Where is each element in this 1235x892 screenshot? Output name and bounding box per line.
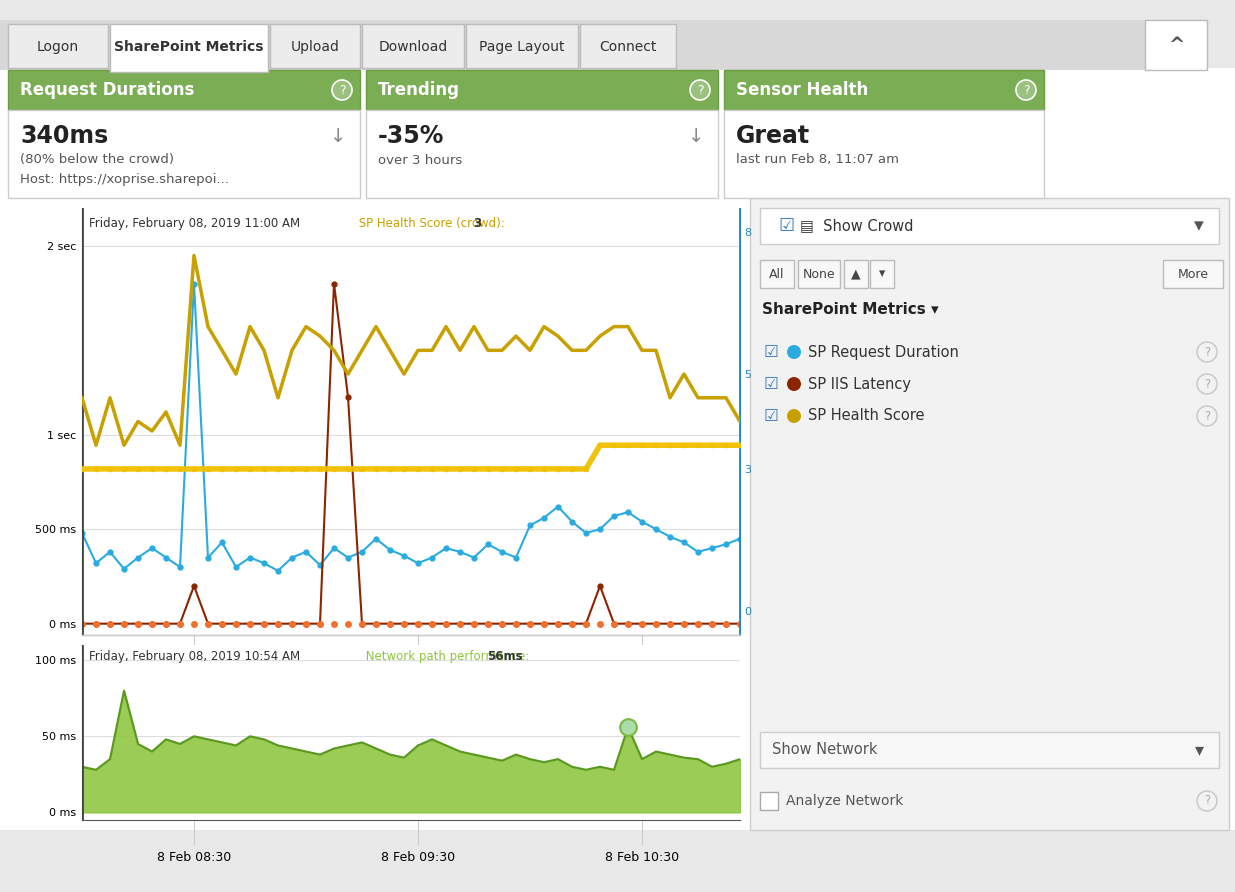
FancyBboxPatch shape xyxy=(760,260,794,288)
Text: SP Health Score (crowd):: SP Health Score (crowd): xyxy=(356,217,509,229)
Text: over 3 hours: over 3 hours xyxy=(378,153,462,167)
Text: ☑: ☑ xyxy=(764,343,779,361)
Text: ↓: ↓ xyxy=(688,127,704,145)
Text: 3: 3 xyxy=(473,217,482,229)
Text: SharePoint Metrics ▾: SharePoint Metrics ▾ xyxy=(762,302,939,318)
Text: ↓: ↓ xyxy=(330,127,346,145)
Text: ?: ? xyxy=(1204,409,1210,423)
FancyBboxPatch shape xyxy=(362,24,464,68)
Text: -35%: -35% xyxy=(378,124,445,148)
Text: Download: Download xyxy=(378,40,447,54)
FancyBboxPatch shape xyxy=(0,68,1235,830)
Text: SP Health Score: SP Health Score xyxy=(808,409,925,424)
FancyBboxPatch shape xyxy=(466,24,578,68)
Text: SharePoint Metrics: SharePoint Metrics xyxy=(115,40,264,54)
Text: Host: https://xoprise.sharepoi...: Host: https://xoprise.sharepoi... xyxy=(20,172,228,186)
Text: SP Request Duration: SP Request Duration xyxy=(808,344,958,359)
Text: ▤  Show Crowd: ▤ Show Crowd xyxy=(800,219,914,234)
Text: Friday, February 08, 2019 11:00 AM: Friday, February 08, 2019 11:00 AM xyxy=(89,217,300,229)
Text: ?: ? xyxy=(1204,795,1210,807)
FancyBboxPatch shape xyxy=(760,792,778,810)
Text: Page Layout: Page Layout xyxy=(479,40,564,54)
FancyBboxPatch shape xyxy=(724,110,1044,198)
Text: Connect: Connect xyxy=(599,40,657,54)
FancyBboxPatch shape xyxy=(270,24,359,68)
FancyBboxPatch shape xyxy=(1145,20,1207,70)
Text: More: More xyxy=(1177,268,1209,280)
Text: Sensor Health: Sensor Health xyxy=(736,81,868,99)
FancyBboxPatch shape xyxy=(760,732,1219,768)
Text: Trending: Trending xyxy=(378,81,459,99)
Text: ▾: ▾ xyxy=(879,268,885,280)
Text: ☑: ☑ xyxy=(778,217,794,235)
Text: ?: ? xyxy=(1204,345,1210,359)
Text: ?: ? xyxy=(1023,84,1029,96)
Text: Show Network: Show Network xyxy=(772,742,878,757)
Text: Logon: Logon xyxy=(37,40,79,54)
Text: Upload: Upload xyxy=(290,40,340,54)
FancyBboxPatch shape xyxy=(580,24,676,68)
FancyBboxPatch shape xyxy=(7,70,359,110)
Text: Analyze Network: Analyze Network xyxy=(785,794,903,808)
Text: None: None xyxy=(803,268,835,280)
Text: ?: ? xyxy=(338,84,346,96)
Circle shape xyxy=(1016,80,1036,100)
Circle shape xyxy=(787,409,802,423)
Text: Great: Great xyxy=(736,124,810,148)
FancyBboxPatch shape xyxy=(798,260,840,288)
FancyBboxPatch shape xyxy=(0,20,1200,70)
Text: ☑: ☑ xyxy=(764,407,779,425)
FancyBboxPatch shape xyxy=(366,70,718,110)
Text: ?: ? xyxy=(697,84,703,96)
FancyBboxPatch shape xyxy=(760,208,1219,244)
FancyBboxPatch shape xyxy=(844,260,868,288)
Text: 340ms: 340ms xyxy=(20,124,109,148)
FancyBboxPatch shape xyxy=(724,70,1044,110)
Text: 56ms: 56ms xyxy=(487,650,522,664)
Text: Network path performance:: Network path performance: xyxy=(362,650,532,664)
Circle shape xyxy=(787,345,802,359)
FancyBboxPatch shape xyxy=(750,198,1229,830)
FancyBboxPatch shape xyxy=(1163,260,1223,288)
Text: ?: ? xyxy=(1204,377,1210,391)
FancyBboxPatch shape xyxy=(110,24,268,72)
Text: SP IIS Latency: SP IIS Latency xyxy=(808,376,911,392)
Circle shape xyxy=(332,80,352,100)
FancyBboxPatch shape xyxy=(7,110,359,198)
Text: ☑: ☑ xyxy=(764,375,779,393)
Text: (80% below the crowd): (80% below the crowd) xyxy=(20,153,174,167)
Text: last run Feb 8, 11:07 am: last run Feb 8, 11:07 am xyxy=(736,153,899,167)
Circle shape xyxy=(787,377,802,391)
Text: ▲: ▲ xyxy=(851,268,861,280)
Text: Request Durations: Request Durations xyxy=(20,81,194,99)
FancyBboxPatch shape xyxy=(366,110,718,198)
FancyBboxPatch shape xyxy=(869,260,894,288)
Text: ▾: ▾ xyxy=(1194,217,1204,235)
Text: ▾: ▾ xyxy=(1194,741,1203,759)
Text: ^: ^ xyxy=(1168,37,1184,55)
Circle shape xyxy=(690,80,710,100)
Text: Friday, February 08, 2019 10:54 AM: Friday, February 08, 2019 10:54 AM xyxy=(89,650,300,664)
Text: All: All xyxy=(769,268,784,280)
FancyBboxPatch shape xyxy=(7,24,107,68)
